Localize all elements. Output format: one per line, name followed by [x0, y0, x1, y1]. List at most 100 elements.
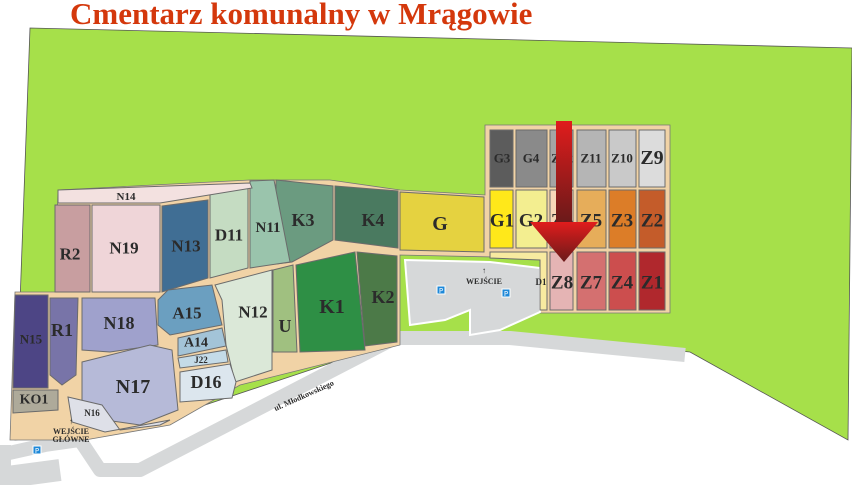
- section-shape[interactable]: [576, 129, 607, 188]
- section-label: N14: [117, 191, 136, 203]
- section-shape[interactable]: [608, 129, 637, 188]
- section-label: N19: [109, 239, 138, 258]
- section-shape[interactable]: [608, 251, 637, 311]
- section-shape[interactable]: [515, 189, 548, 249]
- section-z1[interactable]: Z1: [638, 251, 666, 311]
- section-label: N17: [116, 376, 150, 398]
- section-z11[interactable]: Z11: [576, 129, 607, 188]
- section-label: Z11: [581, 151, 602, 166]
- section-shape[interactable]: [638, 251, 666, 311]
- section-label: D16: [191, 372, 222, 392]
- parking-icon: P: [501, 288, 511, 298]
- section-label: G1: [490, 211, 514, 232]
- section-shape[interactable]: [177, 327, 227, 357]
- section-label: R1: [51, 320, 73, 340]
- section-g2[interactable]: G2: [515, 189, 548, 249]
- section-j22[interactable]: J22: [177, 349, 229, 369]
- parking-icon: P: [436, 285, 446, 295]
- section-d1[interactable]: D1: [489, 251, 548, 311]
- section-z10[interactable]: Z10: [608, 129, 637, 188]
- section-shape[interactable]: [91, 204, 161, 293]
- section-k3[interactable]: K3: [275, 179, 334, 265]
- section-label: G3: [494, 151, 511, 166]
- section-shape[interactable]: [179, 363, 237, 403]
- section-shape[interactable]: [57, 182, 253, 204]
- section-label: D11: [215, 226, 243, 245]
- section-ko1[interactable]: KO1: [12, 389, 59, 414]
- map-title: Cmentarz komunalny w Mrągowie: [70, 0, 533, 31]
- section-g[interactable]: G: [399, 191, 485, 253]
- section-n11[interactable]: N11: [249, 179, 291, 269]
- section-label: Z10: [611, 151, 633, 166]
- section-z3[interactable]: Z3: [608, 189, 637, 249]
- section-r1[interactable]: R1: [49, 297, 79, 386]
- svg-text:P: P: [439, 287, 443, 295]
- section-shape[interactable]: [489, 189, 514, 249]
- section-label: K1: [319, 296, 345, 318]
- section-g3[interactable]: G3: [489, 129, 514, 188]
- section-k2[interactable]: K2: [356, 251, 398, 347]
- section-n19[interactable]: N19: [91, 204, 161, 293]
- section-label: A15: [172, 304, 201, 323]
- section-shape[interactable]: [54, 204, 91, 293]
- section-g4[interactable]: G4: [515, 129, 548, 188]
- section-u[interactable]: U: [272, 264, 298, 353]
- section-shape[interactable]: [608, 189, 637, 249]
- section-label: Z2: [641, 211, 663, 232]
- section-k4[interactable]: K4: [334, 185, 399, 249]
- red-arrow: [530, 121, 598, 262]
- section-label: K4: [361, 210, 384, 230]
- section-z4[interactable]: Z4: [608, 251, 637, 311]
- section-label: N15: [20, 332, 43, 347]
- section-shape[interactable]: [67, 396, 171, 433]
- section-shape[interactable]: [638, 129, 666, 188]
- section-shape[interactable]: [272, 264, 298, 353]
- section-d16[interactable]: D16: [179, 363, 237, 403]
- section-shape[interactable]: [399, 191, 485, 253]
- entrance-label: WEJŚCIE: [466, 276, 502, 286]
- section-label: Z8: [551, 273, 573, 294]
- section-k1[interactable]: K1: [295, 251, 366, 353]
- road: [0, 331, 686, 485]
- section-label: Z3: [611, 211, 633, 232]
- section-z2[interactable]: Z2: [638, 189, 666, 249]
- section-shape[interactable]: [356, 251, 398, 347]
- section-shape[interactable]: [49, 297, 79, 386]
- section-shape[interactable]: [157, 284, 223, 336]
- section-n18[interactable]: N18: [81, 297, 159, 353]
- section-shape[interactable]: [489, 129, 514, 188]
- section-label: A14: [184, 336, 208, 351]
- section-n15[interactable]: N15: [12, 294, 49, 389]
- section-g1[interactable]: G1: [489, 189, 514, 249]
- main-entrance-arrow-icon: ↑: [69, 417, 73, 426]
- section-shape[interactable]: [249, 179, 291, 269]
- section-label: KO1: [20, 393, 49, 408]
- entrance-arrow-icon: ↑: [482, 266, 486, 275]
- section-z9[interactable]: Z9: [638, 129, 666, 188]
- parking-area: [403, 258, 541, 337]
- section-z8[interactable]: Z8: [549, 251, 574, 311]
- section-shape[interactable]: [12, 294, 49, 389]
- section-n12[interactable]: N12: [214, 269, 273, 383]
- section-shape[interactable]: [638, 189, 666, 249]
- section-r2[interactable]: R2: [54, 204, 91, 293]
- section-n14[interactable]: N14: [57, 182, 253, 204]
- section-shape[interactable]: [334, 185, 399, 249]
- section-n13[interactable]: N13: [161, 199, 209, 293]
- section-shape[interactable]: [489, 251, 548, 311]
- section-shape[interactable]: [12, 389, 59, 414]
- section-z7[interactable]: Z7: [576, 251, 607, 311]
- section-a14[interactable]: A14: [177, 327, 227, 357]
- section-shape[interactable]: [177, 349, 229, 369]
- section-label: Z1: [641, 273, 663, 294]
- section-shape[interactable]: [295, 251, 366, 353]
- section-a15[interactable]: A15: [157, 284, 223, 336]
- section-n16[interactable]: N16: [67, 396, 171, 433]
- section-shape[interactable]: [161, 199, 209, 293]
- section-shape[interactable]: [515, 129, 548, 188]
- section-shape[interactable]: [576, 251, 607, 311]
- svg-text:P: P: [504, 290, 508, 298]
- section-label: N16: [84, 408, 100, 418]
- section-d11[interactable]: D11: [209, 185, 249, 279]
